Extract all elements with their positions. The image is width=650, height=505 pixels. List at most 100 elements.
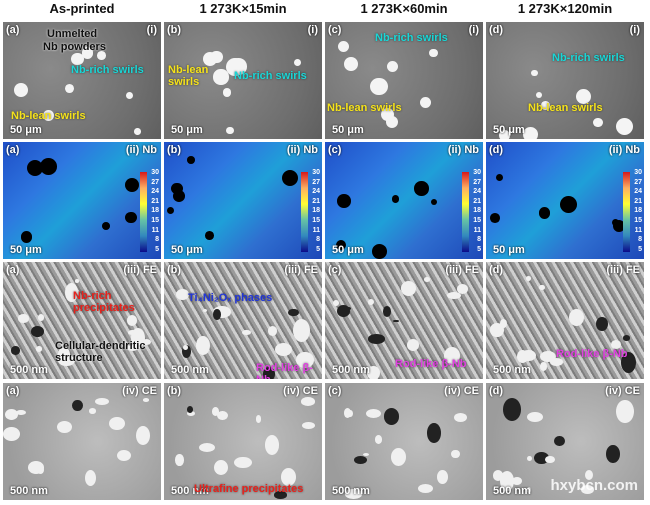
colorbar-tick: 21 — [312, 197, 320, 205]
particle — [288, 308, 299, 317]
annotation: Nb-lean swirls — [11, 110, 86, 122]
micrograph-panel: (a) (iii) FE 500 nm Nb-rich precipitates Cel… — [3, 262, 161, 379]
particle — [172, 189, 185, 202]
micrograph-panel: (c) (iii) FE 500 nm Rod-like β-Nb — [325, 262, 483, 379]
annotation: Ultrafine precipitates — [194, 483, 304, 495]
panel-letter: (a) — [6, 144, 20, 156]
particle — [362, 453, 370, 457]
panel-letter: (c) — [328, 144, 342, 156]
particle — [539, 284, 545, 290]
particle — [521, 350, 536, 362]
panel-letter: (b) — [167, 385, 182, 397]
particle — [503, 398, 522, 422]
colorbar-tick: 30 — [473, 169, 481, 176]
colorbar-tick: 30 — [634, 169, 642, 176]
particle — [263, 367, 276, 379]
particle — [596, 316, 608, 331]
particle — [539, 351, 556, 362]
particle — [368, 299, 375, 306]
column-header: 1 273K×60min — [360, 1, 448, 16]
particle — [536, 91, 543, 98]
micrograph-panel: (b) (iii) FE 500 nm Ti₄Ni₂Oₓ phases Rod-like… — [164, 262, 322, 379]
micrograph-panel: (a) (ii) Nb 50 μm 30 27 24 21 18 15 11 8 5 — [3, 142, 161, 259]
colorbar-tick: 5 — [477, 245, 481, 253]
colorbar-tick: 11 — [151, 226, 159, 234]
particle — [526, 487, 532, 493]
annotation: Nb-lean swirls — [327, 102, 402, 114]
particle — [407, 338, 420, 351]
colorbar-tick: 21 — [634, 197, 642, 205]
colorbar-tick: 5 — [316, 245, 320, 253]
particle — [216, 411, 228, 421]
particle — [255, 415, 262, 423]
panel-letter: (c) — [328, 24, 342, 36]
particle — [457, 284, 469, 295]
row-tag: (i) — [146, 24, 157, 36]
particle — [31, 326, 45, 338]
particle — [344, 57, 358, 72]
colorbar-tick: 11 — [634, 226, 642, 234]
colorbar-tick: 24 — [312, 188, 320, 196]
particle — [400, 280, 417, 296]
particle — [101, 222, 110, 231]
particle — [386, 61, 398, 73]
colorbar-tick: 30 — [151, 169, 159, 176]
annotation: Nb-rich swirls — [552, 52, 625, 64]
colorbar-tick: 8 — [638, 236, 642, 244]
colorbar-tick: 27 — [634, 178, 642, 186]
particle — [17, 314, 30, 323]
micrograph-panel: (a) (i) 50 μm Unmelted Nb powders Nb-rich swi… — [3, 22, 161, 139]
annotation: Rod-like β-Nb — [556, 348, 628, 360]
scale-bar: 500 nm — [7, 364, 48, 376]
particle — [196, 335, 211, 356]
scale-text: 50 μm — [171, 124, 203, 136]
colorbar-tick: 11 — [473, 226, 481, 234]
particle — [135, 425, 150, 446]
particle — [343, 408, 351, 418]
particle — [430, 198, 437, 205]
particle — [585, 470, 594, 481]
annotation: Nb-rich swirls — [71, 64, 144, 76]
particle — [57, 347, 70, 363]
panel-letter: (a) — [6, 24, 20, 36]
particle — [616, 400, 634, 424]
particle — [203, 308, 208, 312]
scale-bar: 50 μm — [329, 244, 364, 256]
annotation: Nb-lean swirls — [528, 102, 603, 114]
particle — [128, 329, 137, 336]
particle — [366, 408, 381, 418]
particle — [58, 354, 76, 367]
scale-bar: 500 nm — [7, 485, 48, 497]
panel-letter: (d) — [489, 385, 504, 397]
particle — [293, 318, 311, 342]
scale-text: 500 nm — [493, 364, 531, 376]
panel-letter: (a) — [6, 385, 20, 397]
particle — [447, 291, 461, 299]
particle — [84, 470, 96, 487]
row-tag: (ii) Nb — [608, 144, 640, 156]
micrograph-panel: (d) (iv) CE 500 nm hxybcn.com — [486, 383, 644, 500]
particle — [213, 308, 221, 320]
particle — [335, 239, 347, 250]
particle — [213, 306, 231, 319]
particle — [134, 128, 142, 135]
particle — [268, 326, 278, 336]
colorbar-tick: 27 — [151, 178, 159, 186]
particle — [368, 334, 386, 344]
particle — [11, 346, 21, 355]
column-header: 1 273K×120min — [517, 1, 613, 16]
particle — [490, 323, 505, 337]
particle — [181, 345, 192, 358]
particle — [20, 231, 33, 243]
colorbar-tick: 15 — [312, 217, 320, 224]
particle — [264, 434, 280, 455]
particle — [222, 88, 231, 97]
particle — [109, 416, 126, 431]
particle — [280, 467, 297, 487]
row-tag: (iii) FE — [606, 264, 640, 276]
panel-letter: (c) — [328, 385, 342, 397]
particle — [117, 450, 131, 462]
particle — [523, 126, 539, 139]
particle — [622, 335, 631, 341]
particle — [500, 319, 508, 328]
